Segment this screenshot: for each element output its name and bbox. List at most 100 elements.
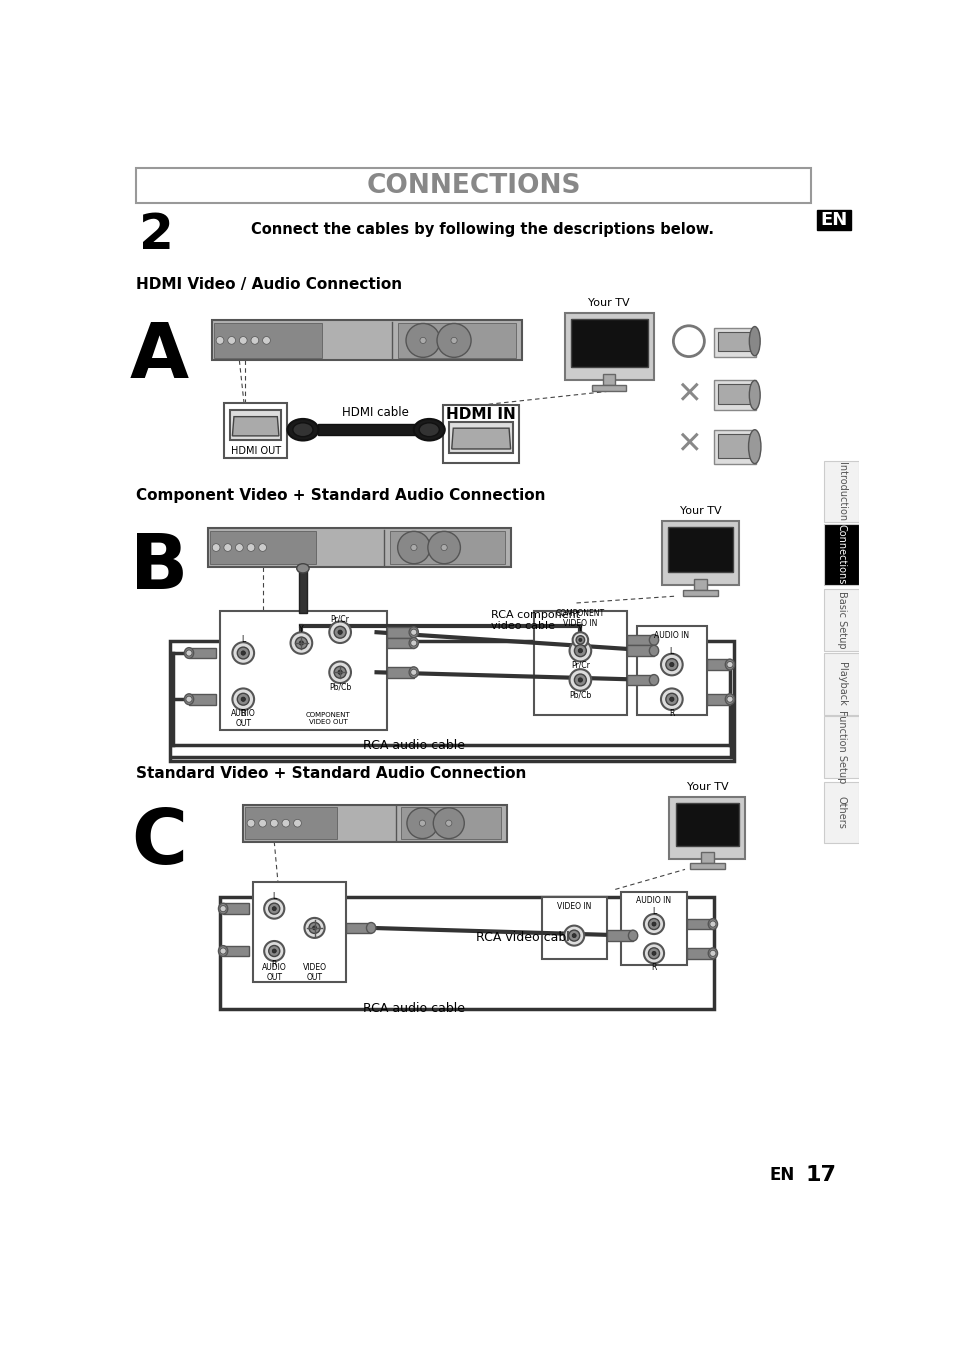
Polygon shape bbox=[233, 417, 278, 435]
Text: ✕: ✕ bbox=[676, 430, 700, 460]
Circle shape bbox=[397, 531, 430, 563]
Bar bbox=[212, 321, 521, 360]
Bar bbox=[345, 922, 371, 933]
Text: COMPONENT
VIDEO OUT: COMPONENT VIDEO OUT bbox=[306, 712, 351, 725]
Text: Pb/Cb: Pb/Cb bbox=[329, 682, 351, 692]
Circle shape bbox=[241, 697, 245, 701]
Text: AUDIO IN: AUDIO IN bbox=[654, 631, 689, 640]
Circle shape bbox=[220, 948, 226, 954]
Text: Pr/Cr: Pr/Cr bbox=[570, 661, 589, 670]
Bar bbox=[626, 646, 654, 656]
Bar bbox=[386, 667, 414, 678]
Text: CONNECTIONS: CONNECTIONS bbox=[366, 173, 580, 198]
Circle shape bbox=[669, 697, 673, 701]
Circle shape bbox=[251, 337, 258, 344]
Circle shape bbox=[186, 650, 192, 656]
Text: R: R bbox=[240, 709, 246, 718]
Circle shape bbox=[669, 662, 673, 667]
Bar bbox=[386, 638, 414, 648]
Bar bbox=[386, 627, 414, 638]
Bar bbox=[706, 694, 729, 705]
Ellipse shape bbox=[649, 635, 658, 646]
Bar bbox=[224, 403, 287, 458]
Ellipse shape bbox=[184, 647, 193, 658]
Circle shape bbox=[272, 949, 276, 953]
Circle shape bbox=[651, 922, 656, 926]
Text: L: L bbox=[272, 892, 276, 900]
Bar bbox=[823, 461, 858, 522]
Bar bbox=[667, 527, 732, 572]
Ellipse shape bbox=[649, 674, 658, 685]
Ellipse shape bbox=[707, 948, 717, 958]
Bar bbox=[213, 322, 322, 359]
Circle shape bbox=[665, 659, 677, 670]
Circle shape bbox=[578, 678, 582, 682]
Circle shape bbox=[445, 820, 452, 826]
Bar bbox=[449, 422, 513, 453]
Bar bbox=[170, 642, 733, 760]
Bar bbox=[669, 797, 744, 859]
Bar bbox=[571, 319, 647, 368]
Text: VIDEO
OUT: VIDEO OUT bbox=[302, 962, 326, 983]
Circle shape bbox=[410, 640, 416, 646]
Bar bbox=[686, 948, 712, 958]
Ellipse shape bbox=[724, 659, 734, 670]
Bar bbox=[706, 659, 729, 670]
Ellipse shape bbox=[724, 694, 734, 705]
Text: Y: Y bbox=[298, 625, 303, 635]
Circle shape bbox=[237, 647, 249, 659]
Circle shape bbox=[433, 807, 464, 838]
Circle shape bbox=[410, 669, 416, 675]
Bar bbox=[661, 520, 739, 585]
Bar bbox=[298, 569, 307, 613]
Bar bbox=[592, 386, 625, 391]
Text: L: L bbox=[669, 647, 673, 656]
Circle shape bbox=[574, 644, 586, 656]
Bar bbox=[208, 528, 510, 566]
Circle shape bbox=[264, 899, 284, 919]
Circle shape bbox=[329, 621, 351, 643]
Text: Pr/Cr: Pr/Cr bbox=[331, 615, 349, 624]
Bar bbox=[823, 589, 858, 651]
Bar bbox=[694, 580, 706, 590]
Circle shape bbox=[216, 337, 224, 344]
Circle shape bbox=[334, 627, 346, 638]
Text: L: L bbox=[651, 907, 656, 917]
Bar bbox=[541, 898, 607, 958]
Circle shape bbox=[643, 914, 663, 934]
Circle shape bbox=[410, 630, 416, 635]
Bar bbox=[210, 531, 315, 565]
Ellipse shape bbox=[293, 423, 313, 437]
Bar bbox=[220, 611, 386, 731]
Text: RCA component
video cable: RCA component video cable bbox=[491, 609, 579, 631]
Ellipse shape bbox=[628, 930, 637, 941]
Circle shape bbox=[440, 545, 447, 550]
Text: L: L bbox=[241, 635, 245, 644]
Text: Y: Y bbox=[578, 625, 582, 635]
Text: RCA video cable: RCA video cable bbox=[476, 931, 577, 945]
Bar bbox=[220, 898, 714, 1008]
Bar bbox=[682, 590, 717, 596]
Text: Your TV: Your TV bbox=[588, 298, 629, 307]
Circle shape bbox=[212, 543, 220, 551]
Ellipse shape bbox=[218, 945, 228, 956]
Ellipse shape bbox=[748, 326, 760, 356]
Text: Others: Others bbox=[836, 795, 845, 829]
Bar bbox=[823, 652, 858, 714]
Circle shape bbox=[264, 941, 284, 961]
Circle shape bbox=[282, 820, 290, 828]
Bar bbox=[602, 375, 615, 386]
Bar bbox=[675, 803, 739, 845]
Ellipse shape bbox=[748, 430, 760, 464]
Circle shape bbox=[451, 337, 456, 344]
Text: AUDIO
OUT: AUDIO OUT bbox=[262, 962, 286, 983]
Bar bbox=[626, 674, 654, 685]
Ellipse shape bbox=[414, 419, 444, 441]
Circle shape bbox=[572, 934, 576, 938]
Text: Standard Video + Standard Audio Connection: Standard Video + Standard Audio Connecti… bbox=[136, 767, 526, 782]
Circle shape bbox=[237, 693, 249, 705]
Circle shape bbox=[294, 820, 301, 828]
Bar bbox=[620, 892, 686, 965]
Circle shape bbox=[258, 543, 266, 551]
Circle shape bbox=[406, 324, 439, 357]
